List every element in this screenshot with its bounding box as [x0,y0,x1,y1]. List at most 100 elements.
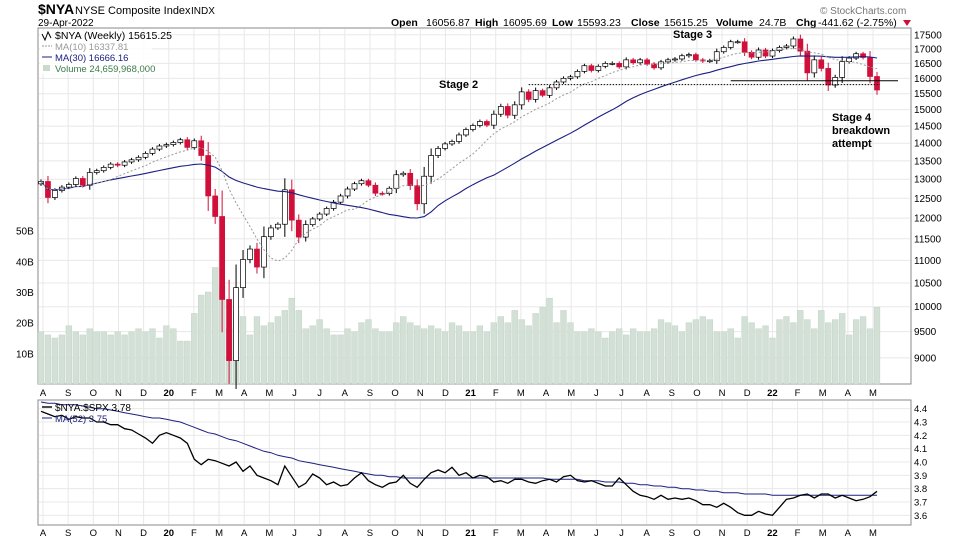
candle-body [219,216,225,300]
volume-bar [386,331,393,385]
x-tick-label: D [744,528,751,539]
candle-body [630,59,637,64]
x-tick-label: 21 [465,528,476,539]
volume-bar [727,328,734,385]
candle-body [170,142,177,145]
candle-body [609,63,616,65]
x-tick-label: M [265,388,273,399]
x-tick-label: O [90,388,97,399]
close-label: Close [631,17,660,29]
x-tick-label: A [643,528,650,539]
header-name: NYSE Composite Index [75,5,191,17]
volume-bar [177,340,184,385]
watermark: © StockCharts.com [820,6,906,17]
x-tick-label: A [543,388,550,399]
volume-bar [602,337,609,385]
ratio-legend: $NYA:$SPX 3.78 MA(52) 3.75 [42,403,131,425]
x-tick-label: 22 [767,388,778,399]
volume-bar [191,313,198,385]
open-label: Open [391,17,418,29]
candle-body [477,121,483,126]
volume-bar [414,325,421,385]
x-tick-label: O [693,388,700,399]
volume-bar [93,331,100,385]
price-tick-label: 9000 [914,353,937,364]
candle-body [254,248,260,268]
x-tick-label: A [845,388,852,399]
candle-body [581,65,588,72]
volume-bar [574,331,581,385]
candle-body [755,49,762,58]
x-tick-label: M [215,388,223,399]
low-label: Low [552,17,574,29]
volume-bar [365,319,372,385]
candle-body [428,155,434,177]
candle-body [86,172,93,186]
volume-bar [58,334,66,385]
ratio-x-axis: A S O N D 20 F M A M J J A S O N D 21 F M A M J J A S O N D 22 F M A M [40,528,877,539]
candle-body [762,49,769,57]
candle-body [79,178,86,186]
volume-bar [462,331,470,385]
candle-body [205,155,212,197]
volume-bar [448,322,456,385]
candle-body [442,143,448,149]
price-y-axis: 9000 9500 10000 10500 11000 11500 12000 12500 13… [914,30,942,364]
volume-bar [846,334,853,385]
candle-body [651,63,657,69]
candle-body [135,156,142,161]
volume-bar [643,331,651,385]
candle-body [713,51,720,62]
x-tick-label: A [40,388,47,399]
candle-body [790,38,797,47]
volume-bar [790,322,797,385]
volume-bar [595,331,602,385]
candle-body [825,68,832,86]
candle-body [679,55,685,60]
candle-body [414,185,421,205]
volume-bar [281,310,288,385]
volume-bar [630,328,637,385]
volume-bar [142,331,149,385]
x-tick-label: M [819,528,827,539]
volume-bar [393,322,400,385]
volume-bar [316,319,323,385]
volume-bar [114,331,121,385]
candle-body [658,61,664,69]
candle-body [351,183,358,190]
volume-bar [135,328,142,385]
candle-body [644,59,650,65]
annotation-stage-3: Stage 3 [673,29,712,41]
x-tick-label: N [719,388,726,399]
price-tick-label: 12500 [914,194,942,205]
volume-bar [783,316,790,385]
annotation-breakdown: breakdown [832,125,890,137]
x-tick-label: D [442,388,449,399]
x-tick-label: D [442,528,449,539]
candle-body [358,180,365,185]
x-tick-label: N [417,528,424,539]
ratio-y-axis: 3.6 3.7 3.8 3.9 4.0 4.1 4.2 4.3 4.4 [914,404,927,522]
price-tick-label: 12000 [914,214,942,225]
candle-body [797,38,804,52]
volume-bar [469,331,477,385]
candle-body [177,139,184,143]
candle-body [393,174,400,189]
ohlc-readout: Open 16056.87 High 16095.69 Low 15593.23… [391,17,897,29]
volume-tick-label: 40B [16,257,34,268]
x-tick-label: 20 [163,528,174,539]
volume-bar [239,316,247,385]
candle-body [525,91,532,100]
x-tick-label: F [191,388,197,399]
candle-body [497,106,504,115]
x-tick-label: M [517,388,525,399]
chg-value: -441.62 (-2.75%) [818,17,897,29]
volume-bar [581,331,588,385]
volume-bar [671,325,679,385]
ratio-tick-label: 4.3 [914,418,927,429]
volume-bar [65,325,72,385]
candle-body [706,60,713,63]
ratio-tick-label: 4.0 [914,458,927,469]
price-tick-label: 13000 [914,175,942,186]
